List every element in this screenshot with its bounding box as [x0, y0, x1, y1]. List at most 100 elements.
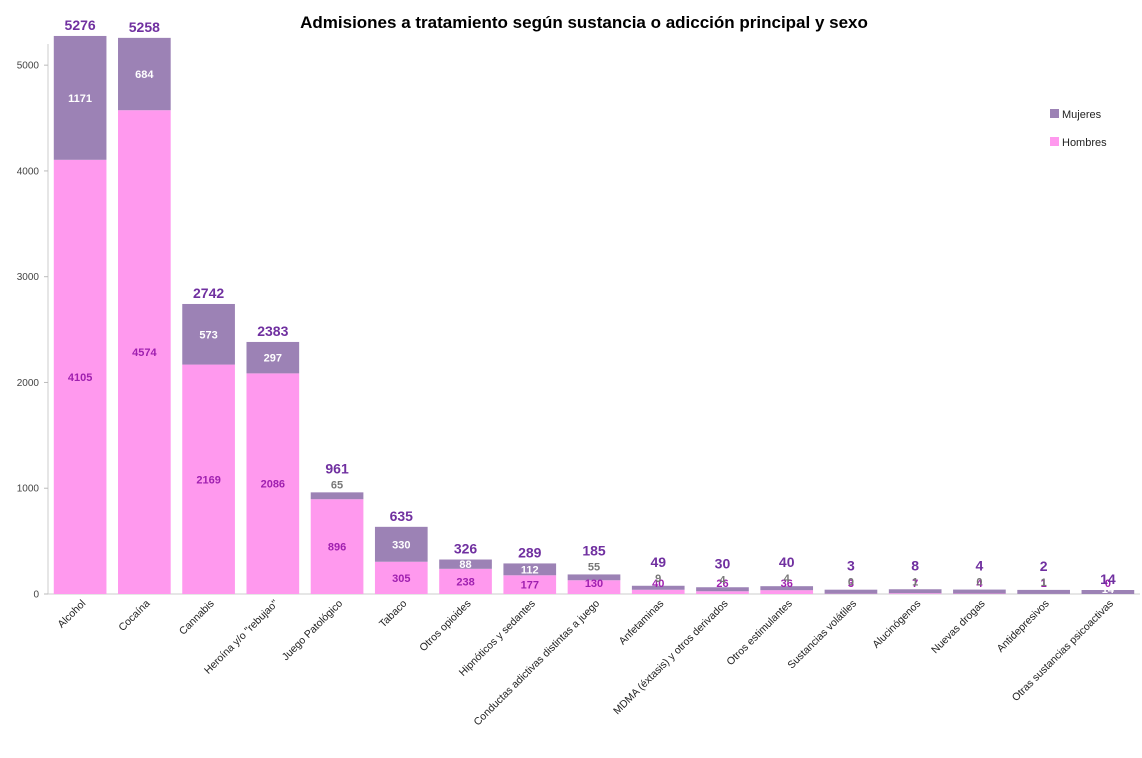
category-label: Juego Patológico: [280, 598, 346, 664]
total-label: 961: [325, 460, 349, 476]
segment-label-mujeres: 0: [976, 577, 982, 589]
segment-label-mujeres: 112: [521, 564, 539, 576]
bar-segment-hombres: [310, 499, 364, 594]
bar-segment-hombres: [631, 589, 685, 594]
segment-label-mujeres: 55: [588, 561, 600, 573]
category-label: Otras sustancias psicoactivas: [1010, 598, 1116, 704]
total-label: 4: [976, 558, 984, 574]
segment-label-hombres: 305: [392, 573, 410, 585]
bar-segment-mujeres: [1081, 590, 1135, 594]
segment-label-mujeres: 0: [848, 577, 854, 589]
bar-segment-mujeres: [1017, 589, 1070, 594]
bar-segment-mujeres: [439, 559, 492, 569]
y-axis-ticks: 0 1000 2000 3000 4000 5000: [17, 61, 48, 601]
total-label: 2742: [193, 285, 224, 301]
segment-label-hombres: 0: [1105, 578, 1111, 590]
bar-segment-hombres: [53, 159, 107, 594]
bar-segment-hombres: [246, 373, 300, 594]
segment-label-hombres: 26: [716, 578, 728, 590]
y-tick-label: 0: [33, 590, 39, 601]
bar-segment-hombres: [760, 590, 814, 594]
bar-segment-mujeres: [696, 587, 749, 592]
segment-label-mujeres: 330: [392, 539, 410, 551]
legend-label-hombres: Hombres: [1062, 137, 1107, 149]
total-label: 185: [582, 542, 606, 558]
category-label: Conductas adictivas distintas a juego: [471, 598, 602, 729]
category-label: MDMA (éxtasis) y otros derivados: [611, 598, 730, 717]
segment-label-mujeres: 573: [199, 329, 217, 341]
segment-label-hombres: 130: [585, 578, 603, 590]
bar-segment-hombres: [182, 364, 235, 594]
total-label: 3: [847, 558, 855, 574]
segment-label-mujeres: 1: [912, 576, 918, 588]
bars-group: 4105117152764574684525821695732742208629…: [53, 17, 1135, 596]
bar-segment-hombres: [503, 575, 557, 594]
category-label: Otros estimulantes: [724, 598, 794, 668]
bar-segment-hombres: [374, 561, 428, 594]
segment-label-mujeres: 4: [784, 573, 791, 585]
category-label: Alucinógenos: [870, 598, 923, 651]
legend-label-mujeres: Mujeres: [1062, 109, 1102, 121]
y-tick-label: 5000: [17, 61, 40, 72]
legend-swatch-hombres: [1050, 137, 1059, 146]
bar-segment-mujeres: [953, 589, 1006, 594]
bar-segment-hombres: [567, 580, 621, 594]
bar-segment-mujeres: [310, 492, 364, 500]
segment-label-mujeres: 684: [135, 69, 154, 81]
category-label: Sustancias volátiles: [785, 598, 859, 672]
segment-label-mujeres: 297: [264, 353, 282, 365]
y-tick-label: 4000: [17, 166, 40, 177]
bar-segment-mujeres: [374, 526, 428, 562]
segment-label-mujeres: 1171: [68, 93, 92, 105]
segment-label-hombres: 40: [652, 578, 664, 590]
legend-swatch-mujeres: [1050, 109, 1059, 118]
segment-label-mujeres: 1: [1041, 577, 1047, 589]
bar-segment-mujeres: [631, 585, 685, 590]
segment-label-hombres: 2169: [196, 474, 220, 486]
bar-segment-hombres: [118, 110, 171, 594]
category-label: Otros opioides: [417, 598, 473, 654]
segment-label-hombres: 7: [912, 578, 918, 590]
segment-label-hombres: 1: [1041, 578, 1047, 590]
total-label: 49: [650, 554, 666, 570]
total-label: 326: [454, 541, 478, 557]
total-label: 30: [715, 555, 731, 571]
bar-segment-hombres: [888, 593, 942, 594]
segment-label-hombres: 4: [976, 578, 983, 590]
y-tick-label: 3000: [17, 272, 40, 283]
segment-label-hombres: 177: [521, 580, 539, 592]
segment-label-hombres: 238: [456, 576, 474, 588]
bar-segment-mujeres: [888, 589, 942, 594]
segment-label-hombres: 3: [848, 578, 854, 590]
segment-label-mujeres: 14: [1102, 584, 1115, 596]
total-label: 8: [911, 557, 919, 573]
category-label: Alcohol: [55, 598, 88, 631]
segment-label-mujeres: 65: [331, 479, 343, 491]
category-label: Nuevas drogas: [929, 598, 987, 656]
segment-label-hombres: 4574: [132, 347, 157, 359]
category-label: Heroína y/o "rebujao": [202, 597, 281, 676]
segment-label-mujeres: 4: [719, 574, 726, 586]
chart-title: Admisiones a tratamiento según sustancia…: [300, 13, 868, 32]
bar-segment-hombres: [696, 591, 749, 594]
total-label: 635: [390, 508, 414, 524]
bar-segment-mujeres: [567, 574, 621, 581]
category-label: Anfetaminas: [617, 598, 667, 648]
bar-segment-mujeres: [246, 341, 300, 374]
bar-segment-mujeres: [53, 35, 107, 160]
bar-segment-mujeres: [760, 586, 814, 591]
segment-label-mujeres: 88: [459, 559, 471, 571]
segment-label-hombres: 4105: [68, 372, 92, 384]
category-label: Tabaco: [377, 598, 410, 631]
segment-label-hombres: 2086: [261, 479, 285, 491]
total-label: 40: [779, 554, 795, 570]
y-tick-label: 1000: [17, 484, 40, 495]
total-label: 5276: [65, 17, 96, 33]
category-label: Cannabis: [177, 598, 217, 638]
legend: Mujeres Hombres: [1050, 109, 1107, 149]
total-label: 289: [518, 544, 542, 560]
category-label: Antidepresivos: [995, 598, 1052, 655]
bar-segment-mujeres: [118, 37, 171, 111]
